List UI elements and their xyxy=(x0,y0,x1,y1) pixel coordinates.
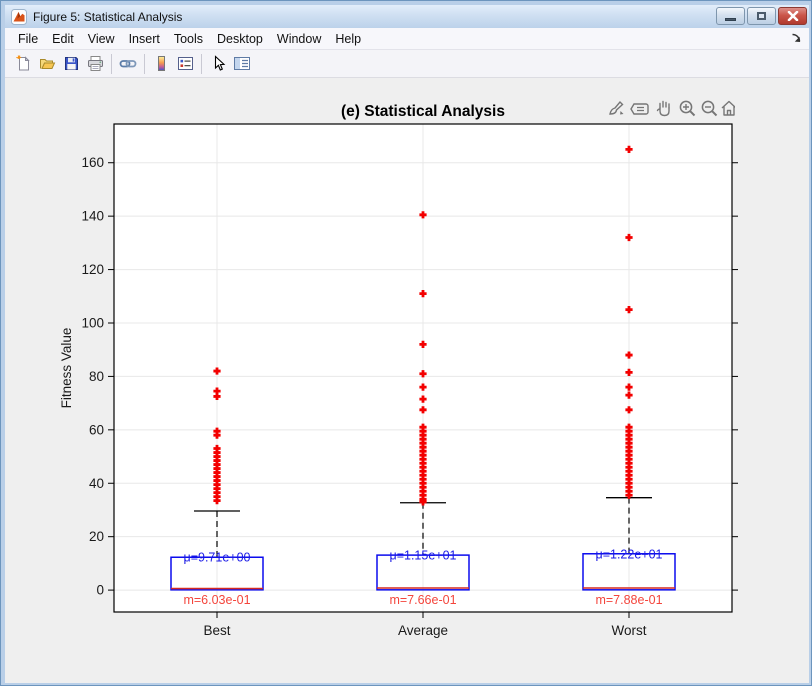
plot-browser-icon xyxy=(234,57,250,70)
datatip-icon[interactable] xyxy=(630,103,649,115)
outlier-marker xyxy=(213,431,221,439)
open-file-button[interactable] xyxy=(35,52,59,76)
menu-desktop[interactable]: Desktop xyxy=(217,31,263,46)
y-tick-label: 0 xyxy=(96,583,104,598)
median-label: m=7.66e-01 xyxy=(389,593,456,607)
insert-colorbar-button[interactable] xyxy=(149,52,173,76)
insert-colorbar-icon xyxy=(157,56,165,71)
menu-view[interactable]: View xyxy=(87,31,115,46)
y-tick-label: 40 xyxy=(89,476,104,491)
outlier-marker xyxy=(419,211,427,219)
minimize-icon xyxy=(725,18,736,21)
median-label: m=6.03e-01 xyxy=(183,593,250,607)
menu-tools[interactable]: Tools xyxy=(173,31,204,46)
outlier-marker xyxy=(419,498,427,506)
close-button[interactable] xyxy=(778,7,807,25)
outlier-marker xyxy=(419,395,427,403)
outlier-marker xyxy=(625,491,633,499)
box-worst xyxy=(582,553,676,591)
toolbar-separator xyxy=(201,53,202,74)
toolbar-separator xyxy=(111,53,112,74)
chart-title: (e) Statistical Analysis xyxy=(341,103,505,120)
zoom-out-icon[interactable] xyxy=(701,100,718,117)
y-tick-label: 120 xyxy=(81,262,104,277)
edit-plot-icon xyxy=(214,55,225,71)
category-label: Best xyxy=(203,623,230,638)
toolbar-separator xyxy=(144,53,145,74)
outlier-marker xyxy=(419,406,427,414)
close-icon xyxy=(787,11,798,21)
outlier-marker xyxy=(213,392,221,401)
outlier-marker xyxy=(625,406,633,414)
outlier-marker xyxy=(419,383,427,391)
outlier-marker xyxy=(213,367,221,375)
insert-legend-icon xyxy=(177,57,193,70)
median-label: m=7.88e-01 xyxy=(595,593,662,607)
matlab-icon xyxy=(11,8,27,25)
window-title: Figure 5: Statistical Analysis xyxy=(33,9,183,24)
menu-edit[interactable]: Edit xyxy=(52,31,74,46)
outlier-marker xyxy=(625,351,633,359)
axes-toolbar xyxy=(609,100,735,117)
new-figure-button[interactable] xyxy=(11,52,35,76)
menu-help[interactable]: Help xyxy=(335,31,362,46)
brush-icon[interactable] xyxy=(609,100,624,115)
figure-canvas: μ=9.71e+00 m=6.03e-01 μ=1.15e+01 m=7.66e-01… xyxy=(5,78,809,683)
link-plot-button[interactable] xyxy=(116,52,140,76)
plot-browser-button[interactable] xyxy=(230,52,254,76)
restore-button[interactable] xyxy=(747,7,776,25)
home-icon[interactable] xyxy=(721,100,735,116)
outlier-marker xyxy=(419,370,427,378)
y-tick-label: 80 xyxy=(89,369,104,384)
menu-bar: File Edit View Insert Tools Desktop Wind… xyxy=(5,28,809,50)
box-best xyxy=(170,556,264,591)
menu-file[interactable]: File xyxy=(18,31,39,46)
zoom-in-icon[interactable] xyxy=(679,100,696,117)
y-axis-label: Fitness Value xyxy=(59,328,74,409)
link-plot-icon xyxy=(119,60,137,68)
menu-insert[interactable]: Insert xyxy=(128,31,160,46)
dock-figure-icon[interactable] xyxy=(790,32,803,45)
mean-label: μ=9.71e+00 xyxy=(184,551,251,565)
box-average xyxy=(376,554,470,591)
print-figure-button[interactable] xyxy=(83,52,107,76)
category-label: Average xyxy=(398,623,448,638)
title-bar[interactable]: Figure 5: Statistical Analysis xyxy=(5,5,809,28)
figure-toolbar xyxy=(5,50,809,78)
edit-plot-button[interactable] xyxy=(206,52,230,76)
y-tick-label: 100 xyxy=(81,315,104,330)
mean-label: μ=1.15e+01 xyxy=(390,549,457,563)
outlier-marker xyxy=(625,368,633,377)
outlier-marker xyxy=(213,497,221,505)
restore-icon xyxy=(757,12,766,20)
y-tick-label: 60 xyxy=(89,422,104,437)
y-tick-label: 140 xyxy=(81,209,104,224)
outlier-marker xyxy=(625,233,633,242)
outlier-marker xyxy=(625,391,633,399)
save-figure-icon xyxy=(64,57,78,70)
new-figure-icon xyxy=(15,55,30,71)
window-inner: Figure 5: Statistical Analysis File Edit… xyxy=(5,5,809,683)
category-label: Worst xyxy=(611,623,646,638)
boxplot-chart: μ=9.71e+00 m=6.03e-01 μ=1.15e+01 m=7.66e-01… xyxy=(59,103,738,638)
print-figure-icon xyxy=(87,56,103,71)
save-figure-button[interactable] xyxy=(59,52,83,76)
y-tick-label: 20 xyxy=(89,529,104,544)
outlier-marker xyxy=(625,383,633,391)
minimize-button[interactable] xyxy=(716,7,745,25)
outlier-marker xyxy=(419,340,427,348)
outlier-marker xyxy=(419,290,427,298)
mean-label: μ=1.22e+01 xyxy=(596,547,663,561)
y-tick-label: 160 xyxy=(81,155,104,170)
pan-icon[interactable] xyxy=(656,100,670,117)
insert-legend-button[interactable] xyxy=(173,52,197,76)
outlier-marker xyxy=(625,306,633,314)
outlier-marker xyxy=(625,145,633,153)
menu-window[interactable]: Window xyxy=(276,31,322,46)
open-file-icon xyxy=(39,59,55,69)
